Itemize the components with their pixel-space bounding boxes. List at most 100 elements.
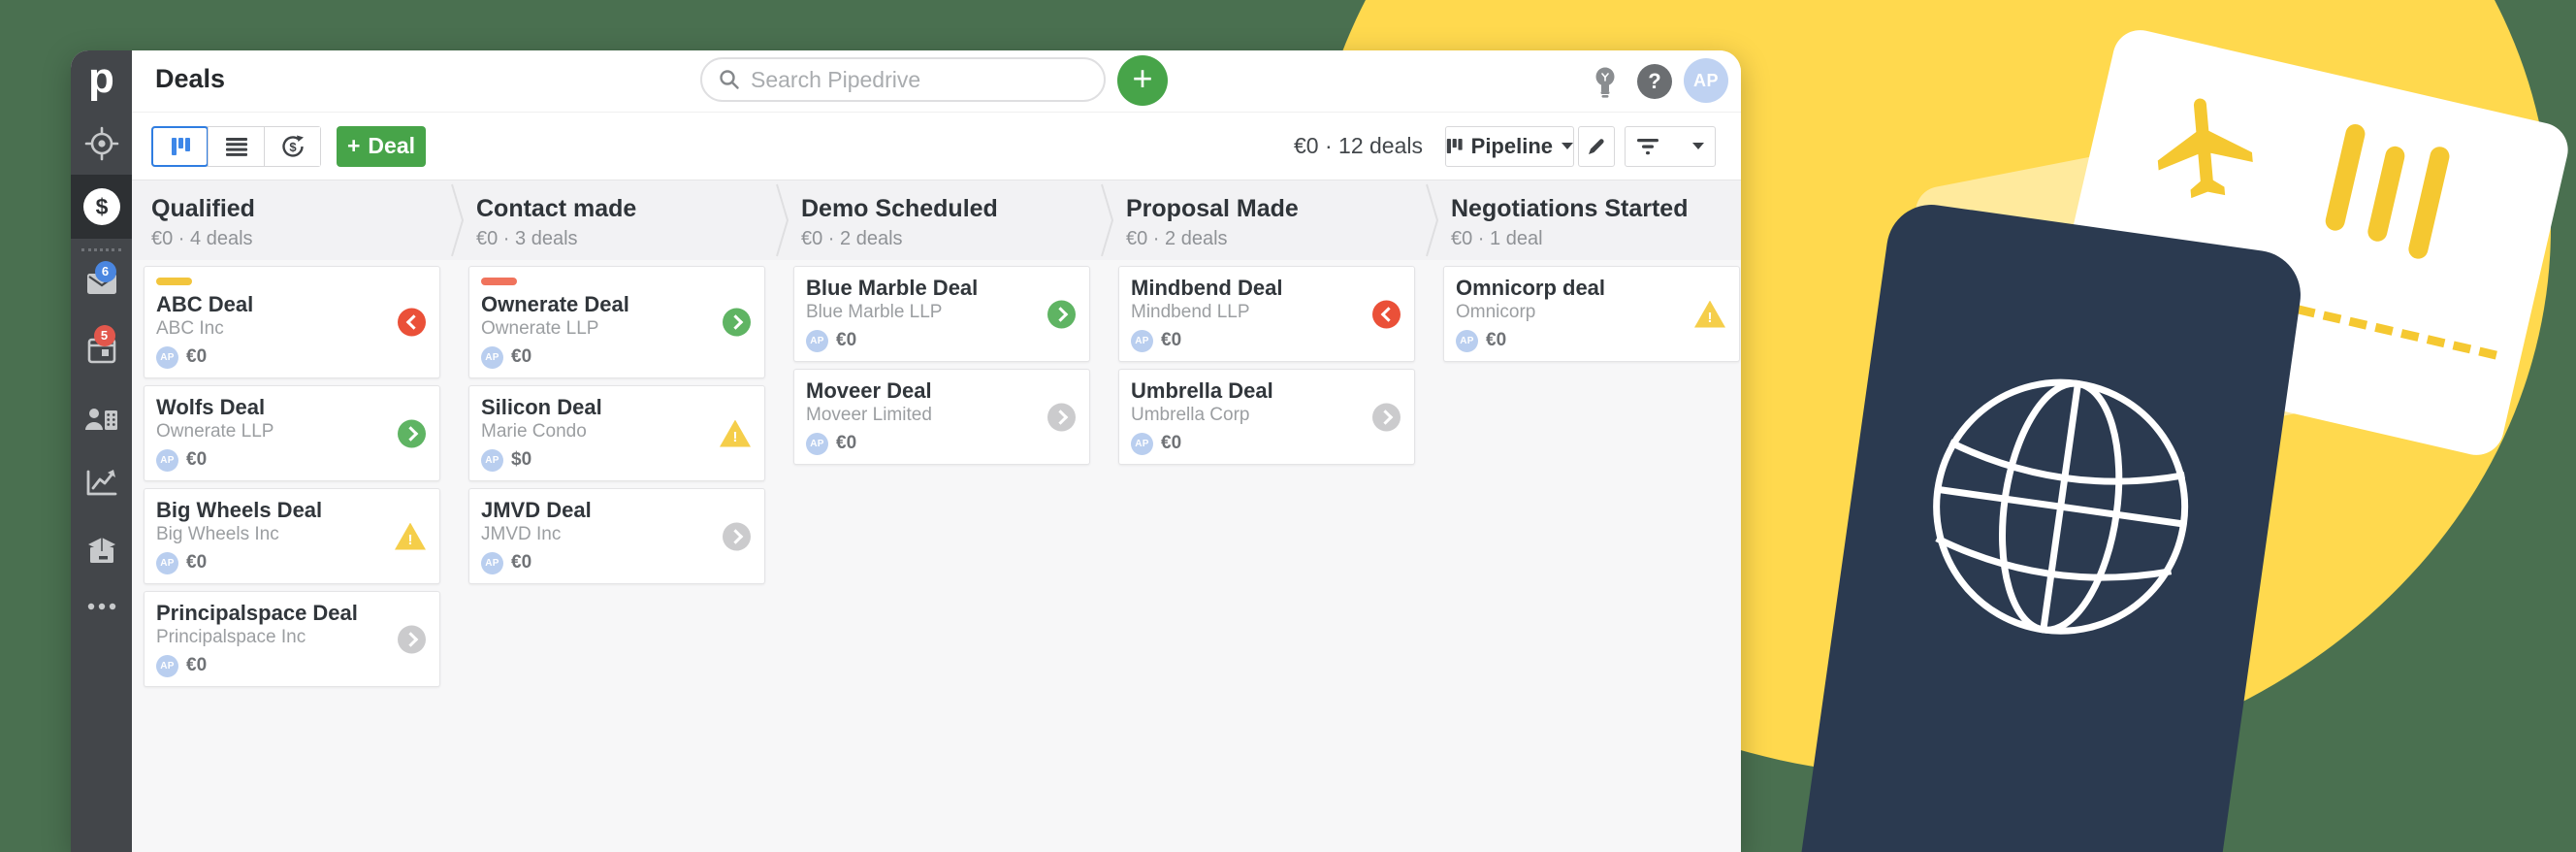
deal-meta-row: AP €0 <box>156 448 428 472</box>
suggestions-button[interactable] <box>1587 64 1624 101</box>
quick-add-button[interactable]: + <box>1117 55 1168 106</box>
edit-pipeline-button[interactable] <box>1578 125 1615 167</box>
stage-column-demo-scheduled: Demo Scheduled €0 · 2 deals Blue Marble De… <box>789 180 1114 852</box>
activity-none-icon[interactable] <box>723 522 751 550</box>
deal-value: €0 <box>186 552 208 573</box>
deal-organization: Moveer Limited <box>806 405 932 425</box>
activity-scheduled-icon[interactable] <box>398 419 426 447</box>
deal-card[interactable]: Omnicorp deal Omnicorp AP €0! <box>1443 266 1740 362</box>
pipedrive-logo: p <box>88 54 114 102</box>
sidebar-item-calendar[interactable]: 5 <box>71 324 132 376</box>
deal-label <box>481 278 517 285</box>
nav-sidebar: p $ <box>71 50 132 852</box>
ticket-bar <box>2406 145 2452 261</box>
activity-warning-icon[interactable]: ! <box>1694 300 1725 328</box>
deal-title: Principalspace Deal <box>156 601 358 625</box>
deal-card[interactable]: Silicon Deal Marie Condo AP $0! <box>468 385 765 481</box>
deal-meta-row: AP €0 <box>156 551 428 574</box>
deal-meta-row: AP €0 <box>1131 432 1402 455</box>
user-avatar[interactable]: AP <box>1684 58 1728 103</box>
stage-column-contact-made: Contact made €0 · 3 deals Ownerate Deal Own… <box>465 180 789 852</box>
stage-card-list: Mindbend Deal Mindbend LLP AP €0 Umbrella De… <box>1114 260 1439 465</box>
kanban-view-button[interactable] <box>151 125 209 167</box>
deal-value: €0 <box>836 433 857 453</box>
owner-avatar: AP <box>156 551 178 574</box>
sidebar-divider <box>81 248 121 251</box>
deal-value: €0 <box>1161 330 1182 350</box>
pipeline-selector[interactable]: Pipeline <box>1445 125 1574 167</box>
owner-avatar: AP <box>1456 329 1478 352</box>
help-button[interactable]: ? <box>1637 64 1672 99</box>
sidebar-item-deals[interactable]: $ <box>71 175 132 239</box>
stage-stats: €0 · 3 deals <box>476 228 578 249</box>
search-input[interactable]: Search Pipedrive <box>700 57 1106 102</box>
deal-meta-row: AP €0 <box>481 551 753 574</box>
activity-none-icon[interactable] <box>398 625 426 653</box>
activity-none-icon[interactable] <box>1047 403 1076 431</box>
board: Qualified €0 · 4 deals ABC Deal ABC Inc AP €0… <box>132 180 1741 852</box>
sidebar-item-contacts[interactable] <box>71 395 132 443</box>
contacts-icon <box>84 409 117 430</box>
add-deal-button[interactable]: + Deal <box>337 125 426 167</box>
stage-stats: €0 · 2 deals <box>1126 228 1228 249</box>
deal-card[interactable]: Ownerate Deal Ownerate LLP AP €0 <box>468 266 765 378</box>
owner-avatar: AP <box>806 432 828 455</box>
deal-value: €0 <box>1161 433 1182 453</box>
products-box-icon <box>87 538 115 563</box>
deal-meta-row: AP €0 <box>1456 329 1727 352</box>
deal-card[interactable]: Mindbend Deal Mindbend LLP AP €0 <box>1118 266 1415 362</box>
deal-title: Umbrella Deal <box>1131 378 1273 403</box>
deal-card[interactable]: Moveer Deal Moveer Limited AP €0 <box>793 369 1090 465</box>
activity-warning-icon[interactable]: ! <box>720 419 751 447</box>
stage-name: Demo Scheduled <box>801 195 998 222</box>
deal-meta-row: AP €0 <box>1131 329 1402 352</box>
plus-icon: + <box>346 133 361 158</box>
activity-scheduled-icon[interactable] <box>1047 300 1076 328</box>
deal-organization: Marie Condo <box>481 421 587 442</box>
stage-column-header: Proposal Made €0 · 2 deals <box>1114 180 1439 260</box>
stage-stats: €0 · 4 deals <box>151 228 253 249</box>
deal-meta-row: AP €0 <box>156 654 428 677</box>
sidebar-item-insights[interactable] <box>71 458 132 507</box>
deal-card[interactable]: JMVD Deal JMVD Inc AP €0 <box>468 488 765 584</box>
stage-card-list: Ownerate Deal Ownerate LLP AP €0 Silicon Dea… <box>465 260 789 584</box>
lightbulb-icon <box>1595 67 1615 98</box>
stage-name: Negotiations Started <box>1451 195 1689 222</box>
owner-avatar: AP <box>481 448 503 472</box>
deal-value: €0 <box>1486 330 1507 350</box>
stage-stats: €0 · 1 deal <box>1451 228 1543 249</box>
deal-card[interactable]: ABC Deal ABC Inc AP €0 <box>144 266 440 378</box>
activity-overdue-icon[interactable] <box>1372 300 1401 328</box>
deal-title: Moveer Deal <box>806 378 932 403</box>
stage-name: Proposal Made <box>1126 195 1299 222</box>
owner-avatar: AP <box>481 345 503 369</box>
deal-card[interactable]: Big Wheels Deal Big Wheels Inc AP €0! <box>144 488 440 584</box>
sidebar-item-leads[interactable] <box>71 122 132 165</box>
pipeline-label: Pipeline <box>1470 133 1553 158</box>
deal-title: Omnicorp deal <box>1456 276 1606 300</box>
filter-selector[interactable] <box>1625 125 1716 167</box>
sidebar-item-more[interactable] <box>71 590 132 623</box>
activity-none-icon[interactable] <box>1372 403 1401 431</box>
deal-meta-row: AP €0 <box>806 432 1078 455</box>
stage-separator-chevron-icon <box>1426 183 1439 257</box>
stage-separator-chevron-icon <box>451 183 465 257</box>
forecast-view-button[interactable]: $ <box>264 126 320 166</box>
view-switcher: $ <box>151 125 321 167</box>
deal-organization: Omnicorp <box>1456 302 1536 322</box>
list-view-button[interactable] <box>208 126 264 166</box>
sidebar-item-products[interactable] <box>71 526 132 574</box>
deal-card[interactable]: Umbrella Deal Umbrella Corp AP €0 <box>1118 369 1415 465</box>
sidebar-item-mail[interactable]: 6 <box>71 260 132 311</box>
activity-warning-icon[interactable]: ! <box>395 522 426 550</box>
deal-card[interactable]: Wolfs Deal Ownerate LLP AP €0 <box>144 385 440 481</box>
stage-column-proposal-made: Proposal Made €0 · 2 deals Mindbend Deal Mi… <box>1114 180 1439 852</box>
deal-title: Silicon Deal <box>481 395 602 419</box>
deal-title: Mindbend Deal <box>1131 276 1283 300</box>
deal-card[interactable]: Principalspace Deal Principalspace Inc AP €… <box>144 591 440 687</box>
chevron-down-icon <box>1562 143 1573 149</box>
activity-scheduled-icon[interactable] <box>723 308 751 337</box>
deal-card[interactable]: Blue Marble Deal Blue Marble LLP AP €0 <box>793 266 1090 362</box>
activity-overdue-icon[interactable] <box>398 308 426 337</box>
